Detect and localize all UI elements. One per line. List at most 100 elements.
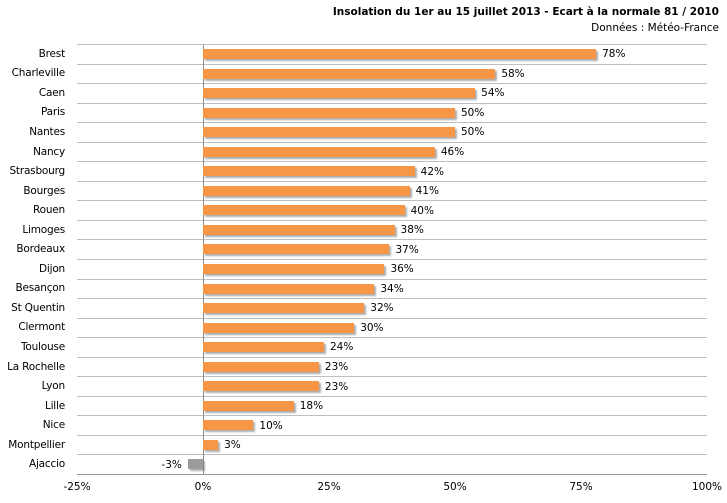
value-label: 18% bbox=[299, 400, 324, 413]
value-label: 50% bbox=[461, 126, 485, 139]
category-label: Bordeaux bbox=[16, 243, 65, 256]
category-label: Lyon bbox=[41, 380, 66, 393]
chart-row: 36% bbox=[77, 260, 707, 280]
bar-positive bbox=[203, 127, 455, 138]
chart-row: 38% bbox=[77, 221, 707, 241]
category-label: Montpellier bbox=[8, 438, 65, 451]
bar-positive bbox=[203, 342, 324, 353]
x-tick-label: 75% bbox=[569, 481, 593, 493]
value-label: 30% bbox=[360, 321, 384, 334]
chart-subtitle: Données : Météo-France bbox=[591, 22, 719, 35]
chart-row: 10% bbox=[77, 416, 707, 436]
chart-row: 50% bbox=[77, 104, 707, 124]
bar-positive bbox=[203, 244, 390, 255]
value-label: 32% bbox=[370, 302, 394, 315]
bar-positive bbox=[203, 361, 319, 372]
value-label: 37% bbox=[395, 243, 419, 256]
category-label: Bourges bbox=[23, 184, 65, 197]
bar-positive bbox=[203, 303, 365, 314]
category-label: Rouen bbox=[32, 204, 65, 217]
bar-positive bbox=[203, 107, 455, 118]
category-label: Paris bbox=[41, 106, 65, 119]
chart-row: -3% bbox=[77, 455, 707, 476]
bar-positive bbox=[203, 49, 597, 59]
category-label: Lille bbox=[44, 399, 65, 412]
bar-positive bbox=[203, 283, 375, 294]
category-label: St Quentin bbox=[11, 301, 65, 314]
chart-row: 34% bbox=[77, 280, 707, 300]
value-label: 54% bbox=[481, 87, 505, 100]
chart-title: Insolation du 1er au 15 juillet 2013 - E… bbox=[332, 6, 719, 18]
bar-positive bbox=[203, 205, 405, 216]
value-label: 23% bbox=[324, 361, 349, 374]
category-label: Nice bbox=[42, 419, 65, 432]
bar-positive bbox=[203, 224, 395, 235]
value-label: 10% bbox=[259, 419, 283, 432]
chart-row: 24% bbox=[77, 338, 707, 358]
bar-positive bbox=[203, 185, 410, 196]
x-tick-label: 50% bbox=[443, 481, 467, 493]
category-label: Nancy bbox=[33, 145, 65, 158]
category-label: Clermont bbox=[18, 321, 65, 334]
bar-positive bbox=[203, 381, 319, 392]
value-label: 38% bbox=[400, 224, 424, 237]
value-label: 3% bbox=[224, 439, 241, 452]
category-label: Caen bbox=[38, 86, 65, 99]
bar-positive bbox=[203, 439, 219, 450]
chart-row: 41% bbox=[77, 182, 707, 202]
plot-area: 78% 58% 54% 50% 50% 46% 42% 41% 40% 38% 37% 36% 34% 3… bbox=[77, 44, 707, 476]
chart-row: 30% bbox=[77, 319, 707, 339]
chart-header: Insolation du 1er au 15 juillet 2013 - E… bbox=[333, 5, 719, 35]
chart-row: 58% bbox=[77, 65, 707, 85]
chart-row: 23% bbox=[77, 377, 707, 397]
bar-positive bbox=[203, 68, 496, 79]
value-label: 24% bbox=[329, 341, 354, 354]
category-label: Charleville bbox=[11, 67, 66, 80]
value-label: -3% bbox=[161, 458, 182, 471]
chart-row: 46% bbox=[77, 143, 707, 163]
value-label: 36% bbox=[390, 263, 414, 276]
value-label: 34% bbox=[380, 282, 404, 295]
x-tick-label: 0% bbox=[194, 481, 212, 493]
value-label: 23% bbox=[324, 380, 349, 393]
value-label: 40% bbox=[410, 204, 434, 217]
zero-gridline bbox=[203, 45, 204, 475]
value-label: 58% bbox=[501, 67, 525, 80]
chart-row: 23% bbox=[77, 358, 707, 378]
bar-positive bbox=[203, 166, 415, 177]
category-label: Toulouse bbox=[20, 340, 65, 353]
category-label: La Rochelle bbox=[7, 360, 65, 373]
chart-row: 3% bbox=[77, 436, 707, 456]
chart-row: 32% bbox=[77, 299, 707, 319]
bar-positive bbox=[203, 400, 294, 411]
value-label: 78% bbox=[602, 48, 626, 61]
value-label: 42% bbox=[420, 165, 445, 178]
value-label: 41% bbox=[415, 185, 439, 198]
category-label: Limoges bbox=[22, 223, 65, 236]
bar-negative bbox=[187, 459, 203, 470]
x-tick-label: 25% bbox=[317, 481, 341, 493]
category-label: Nantes bbox=[29, 125, 65, 138]
bar-positive bbox=[203, 322, 355, 333]
category-label: Dijon bbox=[39, 262, 65, 275]
chart-row: 42% bbox=[77, 162, 707, 182]
chart-row: 18% bbox=[77, 397, 707, 417]
bar-positive bbox=[203, 146, 435, 157]
bar-positive bbox=[203, 420, 254, 431]
value-label: 46% bbox=[440, 146, 465, 158]
chart-row: 54% bbox=[77, 84, 707, 104]
category-label: Besançon bbox=[15, 282, 66, 295]
x-tick-label: -25% bbox=[63, 481, 91, 493]
value-axis: -25% 0% 25% 50% 75% 100% bbox=[0, 475, 727, 497]
bar-positive bbox=[203, 88, 476, 99]
category-axis: Brest Charleville Caen Paris Nantes Nancy Stra… bbox=[0, 44, 71, 474]
bar-positive bbox=[203, 264, 385, 275]
category-label: Brest bbox=[38, 47, 66, 60]
chart-row: 78% bbox=[77, 45, 707, 65]
category-label: Ajaccio bbox=[28, 458, 65, 471]
category-label: Strasbourg bbox=[9, 165, 65, 178]
x-tick-label: 100% bbox=[691, 481, 723, 493]
chart-row: 40% bbox=[77, 201, 707, 221]
chart-row: 50% bbox=[77, 123, 707, 143]
